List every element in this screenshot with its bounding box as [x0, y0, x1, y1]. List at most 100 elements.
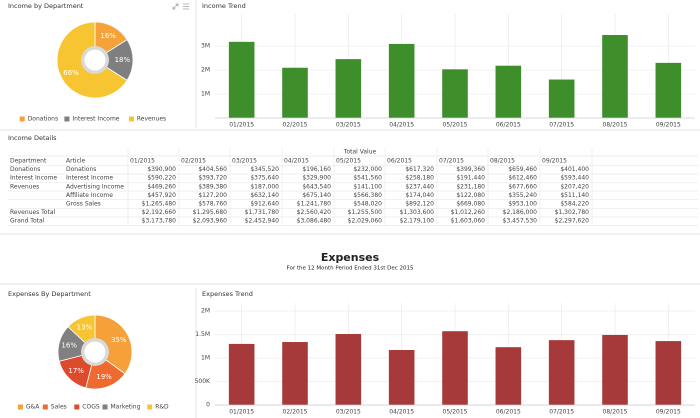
y-tick-label: 3M: [201, 43, 210, 50]
table-cell: $231,180: [456, 183, 485, 190]
column-header: 02/2015: [181, 158, 206, 165]
table-cell: $404,560: [198, 166, 227, 173]
legend-swatch: [147, 404, 153, 410]
table-cell: $2,179,100: [400, 218, 435, 225]
table-cell: Grand Total: [10, 218, 45, 225]
column-header: 04/2015: [284, 158, 309, 165]
table-cell: $127,200: [198, 192, 227, 199]
table-cell: $389,380: [198, 183, 227, 190]
column-header: 07/2015: [439, 158, 464, 165]
y-tick-label: 1M: [201, 91, 210, 98]
table-cell: $2,192,660: [142, 209, 177, 216]
legend-swatch: [19, 116, 25, 122]
legend-label: COGS: [82, 404, 100, 411]
bar: [655, 62, 682, 118]
bar: [495, 347, 522, 405]
table-cell: $1,295,680: [193, 209, 228, 216]
column-header: 05/2015: [336, 158, 361, 165]
table-cell: $617,320: [405, 166, 434, 173]
table-cell: $578,760: [198, 201, 227, 208]
x-tick-label: 01/2015: [229, 122, 254, 129]
table-cell: Revenues Total: [10, 209, 56, 216]
y-tick-label: 1.5M: [195, 331, 210, 338]
x-tick-label: 06/2015: [496, 122, 521, 129]
table-cell: $1,303,600: [400, 209, 435, 216]
slice-label: 66%: [63, 69, 79, 77]
table-cell: $2,186,000: [503, 209, 538, 216]
table-cell: $912,640: [250, 201, 279, 208]
y-tick-label: 1M: [201, 355, 210, 362]
table-cell: $375,640: [250, 175, 279, 182]
table-cell: $174,040: [405, 192, 434, 199]
table-cell: $2,452,940: [245, 218, 280, 225]
bar: [282, 342, 308, 405]
x-tick-label: 04/2015: [389, 122, 414, 129]
x-tick-label: 01/2015: [229, 409, 254, 416]
x-tick-label: 05/2015: [443, 409, 468, 416]
table-cell: $612,460: [508, 175, 537, 182]
legend-swatch: [74, 404, 80, 410]
table-cell: $3,086,480: [297, 218, 332, 225]
menu-icon[interactable]: [183, 3, 189, 10]
legend-swatch: [128, 116, 134, 122]
bar: [548, 340, 575, 405]
table-cell: $677,660: [508, 183, 537, 190]
table-cell: $541,560: [353, 175, 382, 182]
table-cell: $566,380: [353, 192, 382, 199]
x-tick-label: 02/2015: [283, 122, 308, 129]
table-cell: $355,240: [508, 192, 537, 199]
bar: [602, 334, 628, 405]
x-tick-label: 08/2015: [603, 409, 628, 416]
slice-label: 16%: [100, 32, 116, 40]
pie-slice: [94, 39, 134, 81]
x-tick-label: 09/2015: [656, 122, 681, 129]
table-cell: $643,540: [302, 183, 331, 190]
x-tick-label: 04/2015: [389, 409, 414, 416]
donut-hole: [84, 49, 106, 71]
section-title: Expenses: [321, 251, 380, 264]
x-tick-label: 05/2015: [443, 122, 468, 129]
slice-label: 13%: [77, 324, 93, 332]
legend-label: Interest Income: [72, 116, 119, 123]
x-tick-label: 03/2015: [336, 122, 361, 129]
bar: [228, 343, 255, 405]
legend-swatch: [102, 404, 108, 410]
table-cell: $892,120: [405, 201, 434, 208]
legend-label: G&A: [26, 404, 40, 411]
group-header: Total Value: [343, 149, 377, 156]
slice-label: 17%: [68, 367, 84, 375]
slice-label: 19%: [96, 373, 112, 381]
expand-icon[interactable]: [172, 3, 179, 10]
table-cell: $669,080: [456, 201, 485, 208]
column-header: 01/2015: [130, 158, 155, 165]
table-cell: $457,920: [147, 192, 176, 199]
legend-label: Sales: [51, 404, 67, 411]
panel-title: Income by Department: [8, 2, 84, 10]
y-tick-label: 2M: [201, 67, 210, 74]
bar: [602, 35, 628, 118]
table-cell: $1,731,780: [245, 209, 280, 216]
legend-swatch: [64, 116, 70, 122]
table-cell: $191,440: [456, 175, 485, 182]
table-cell: Affiliate Income: [66, 192, 113, 199]
y-tick-label: 2M: [201, 308, 210, 315]
legend-label: R&D: [155, 404, 169, 411]
x-tick-label: 03/2015: [336, 409, 361, 416]
table-cell: $632,140: [250, 192, 279, 199]
bar: [388, 43, 415, 118]
table-cell: Interest Income: [66, 175, 113, 182]
table-cell: $2,297,620: [555, 218, 590, 225]
slice-label: 18%: [115, 56, 131, 64]
table-cell: $511,140: [560, 192, 589, 199]
table-cell: $953,100: [508, 201, 537, 208]
table-cell: $258,180: [405, 175, 434, 182]
table-cell: $232,000: [353, 166, 382, 173]
panel-title: Income Trend: [202, 2, 246, 10]
panel-title: Expenses Trend: [202, 290, 253, 298]
y-tick-label: 500K: [195, 378, 211, 385]
bar: [655, 341, 682, 405]
table-cell: $2,093,960: [193, 218, 228, 225]
table-cell: $590,220: [147, 175, 176, 182]
bar: [282, 67, 308, 118]
